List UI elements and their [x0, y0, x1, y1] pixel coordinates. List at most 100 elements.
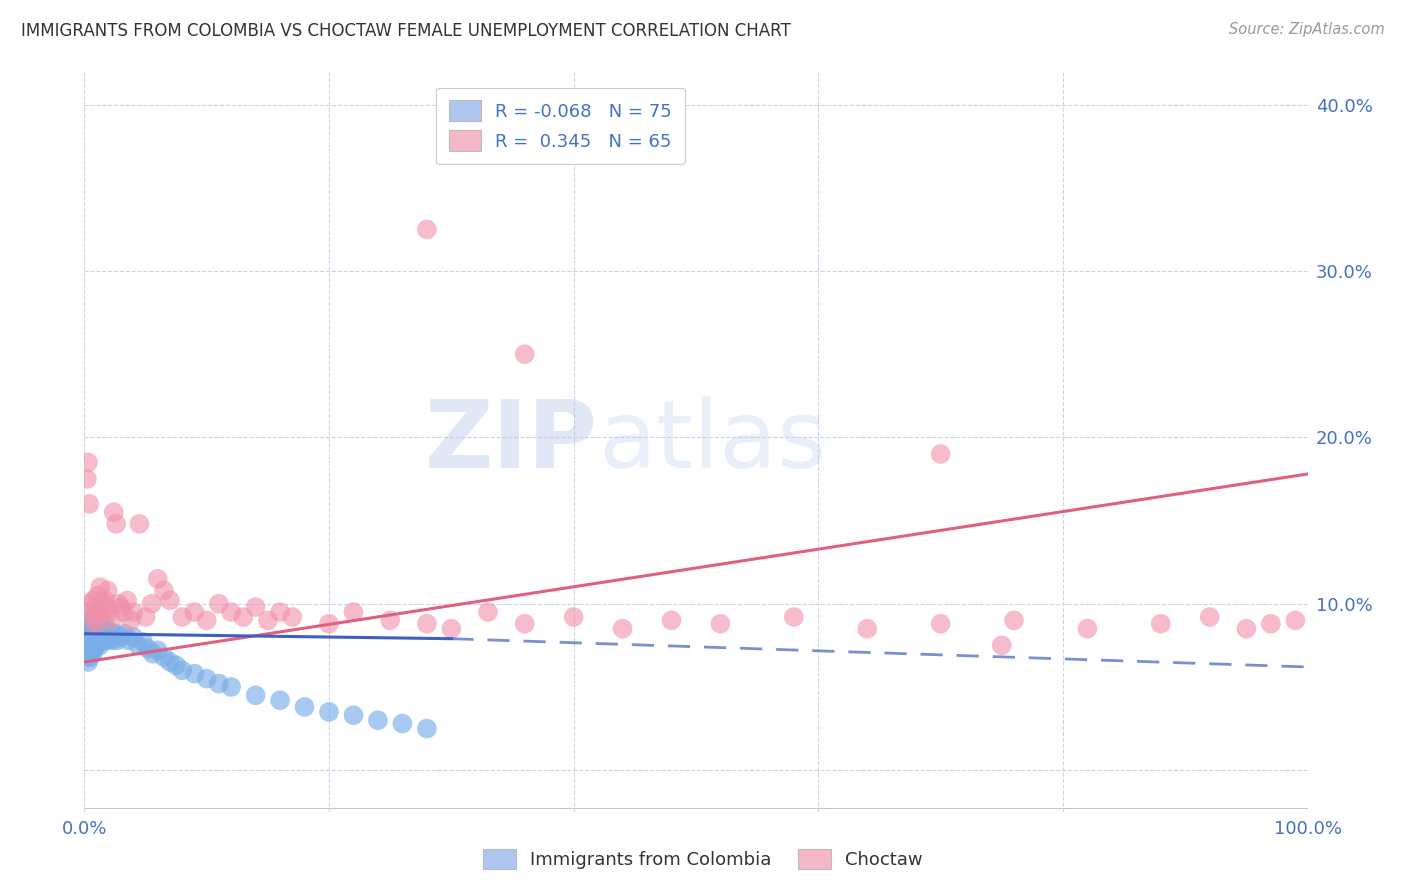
Point [86, 638, 108, 652]
Point [97, 626, 120, 640]
Point [80, 625, 103, 640]
Point [110, 600, 132, 615]
Point [94, 625, 117, 640]
Point [416, 616, 439, 631]
Text: IMMIGRANTS FROM COLOMBIA VS CHOCTAW FEMALE UNEMPLOYMENT CORRELATION CHART: IMMIGRANTS FROM COLOMBIA VS CHOCTAW FEMA… [21, 22, 790, 40]
Point [77, 620, 100, 634]
Point [76, 614, 98, 628]
Point [1236, 622, 1258, 636]
Point [87, 605, 110, 619]
Point [79, 632, 101, 646]
Point [342, 708, 364, 723]
Point [117, 633, 139, 648]
Point [245, 600, 267, 615]
Point [142, 647, 165, 661]
Point [172, 663, 194, 677]
Point [153, 650, 176, 665]
Point [513, 616, 536, 631]
Point [135, 610, 157, 624]
Point [87, 626, 110, 640]
Point [245, 688, 267, 702]
Point [128, 516, 150, 531]
Point [183, 605, 205, 619]
Point [105, 633, 128, 648]
Point [96, 630, 118, 644]
Point [77, 638, 100, 652]
Point [294, 699, 316, 714]
Point [84, 600, 107, 615]
Point [89, 625, 111, 640]
Point [115, 593, 138, 607]
Point [86, 605, 108, 619]
Point [146, 572, 169, 586]
Point [416, 722, 439, 736]
Point [76, 650, 98, 665]
Point [269, 605, 291, 619]
Point [76, 630, 98, 644]
Point [77, 616, 100, 631]
Point [101, 633, 124, 648]
Point [77, 641, 100, 656]
Point [79, 650, 101, 665]
Point [1260, 616, 1282, 631]
Point [79, 624, 101, 638]
Point [93, 616, 115, 631]
Point [80, 643, 103, 657]
Point [127, 638, 149, 652]
Point [380, 614, 402, 628]
Point [90, 633, 112, 648]
Point [93, 605, 115, 619]
Point [75, 633, 97, 648]
Text: Source: ZipAtlas.com: Source: ZipAtlas.com [1229, 22, 1385, 37]
Point [105, 516, 128, 531]
Point [257, 614, 280, 628]
Point [122, 605, 145, 619]
Point [83, 641, 105, 656]
Point [477, 605, 499, 619]
Point [929, 616, 952, 631]
Point [1002, 614, 1025, 628]
Point [82, 593, 104, 607]
Point [91, 630, 114, 644]
Point [82, 638, 104, 652]
Point [87, 630, 110, 644]
Point [159, 655, 181, 669]
Point [97, 633, 120, 648]
Point [75, 643, 97, 657]
Point [76, 622, 98, 636]
Point [281, 610, 304, 624]
Point [195, 614, 218, 628]
Point [83, 614, 105, 628]
Point [90, 600, 112, 615]
Point [77, 647, 100, 661]
Point [84, 630, 107, 644]
Point [172, 610, 194, 624]
Point [183, 666, 205, 681]
Point [391, 716, 413, 731]
Point [82, 630, 104, 644]
Point [146, 643, 169, 657]
Point [80, 605, 103, 619]
Point [77, 655, 100, 669]
Point [208, 597, 231, 611]
Point [232, 610, 254, 624]
Point [104, 626, 127, 640]
Legend: R = -0.068   N = 75, R =  0.345   N = 65: R = -0.068 N = 75, R = 0.345 N = 65 [436, 87, 685, 164]
Point [87, 633, 110, 648]
Point [97, 583, 120, 598]
Point [1076, 622, 1098, 636]
Point [120, 614, 142, 628]
Point [1150, 616, 1173, 631]
Point [219, 680, 242, 694]
Point [136, 641, 159, 656]
Point [562, 610, 585, 624]
Point [159, 593, 181, 607]
Point [100, 625, 122, 640]
Point [165, 658, 187, 673]
Point [103, 505, 125, 519]
Point [91, 622, 114, 636]
Point [89, 580, 111, 594]
Point [80, 633, 103, 648]
Point [661, 614, 683, 628]
Point [122, 630, 145, 644]
